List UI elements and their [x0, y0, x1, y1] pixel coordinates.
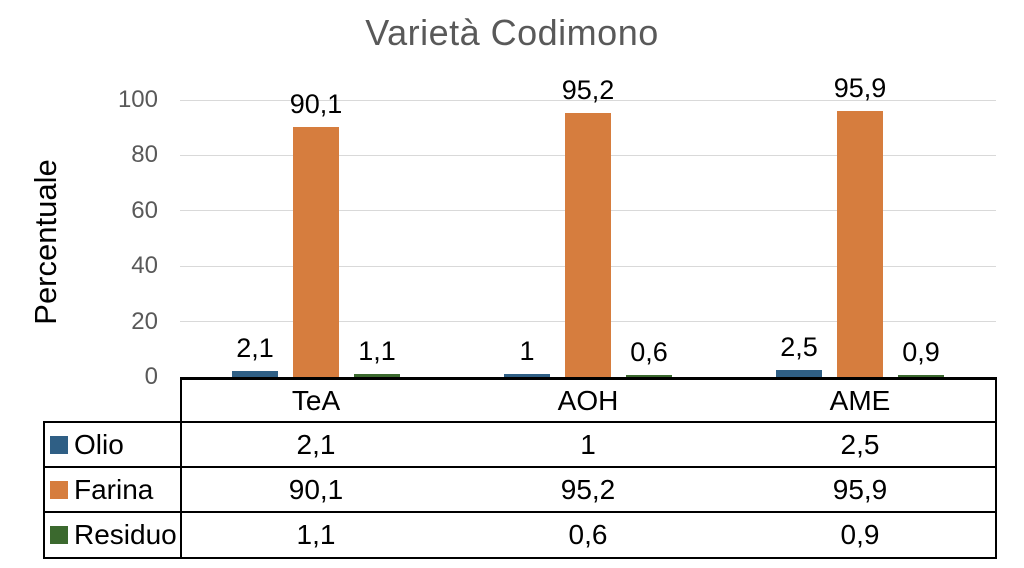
y-tick-label: 60 [131, 196, 158, 224]
data-label: 95,9 [833, 73, 887, 104]
table-cell: 0,6 [568, 519, 608, 550]
table-row-divider [43, 421, 997, 423]
table-right-border [995, 377, 997, 559]
table-cell: 2,1 [296, 429, 336, 460]
series-name: Farina [74, 474, 154, 505]
category-label: AOH [557, 385, 619, 416]
data-label: 2,5 [780, 332, 818, 363]
table-cell: 1 [580, 429, 596, 460]
bar-olio-ame [776, 370, 822, 377]
data-label: 0,6 [630, 337, 668, 367]
y-tick-label: 100 [117, 86, 158, 113]
table-cell: 2,5 [840, 429, 880, 460]
legend-key-residuo [50, 526, 68, 544]
series-name: Olio [74, 429, 124, 460]
gridline [180, 99, 996, 101]
bar-olio-aoh [504, 374, 550, 377]
bar-residuo-aoh [626, 375, 672, 377]
table-left-border [43, 421, 45, 559]
series-name: Residuo [74, 519, 177, 550]
table-row-divider [43, 466, 997, 468]
category-label: TeA [291, 385, 341, 416]
data-label: 2,1 [236, 333, 274, 364]
table-row-divider [43, 557, 997, 559]
legend-key-olio [50, 436, 68, 454]
x-axis-line [180, 377, 997, 380]
bar-olio-tea [232, 371, 278, 377]
table-cell: 95,9 [832, 474, 888, 505]
table-key-divider [180, 377, 182, 559]
table-cell: 90,1 [288, 474, 344, 505]
table-cell: 95,2 [560, 474, 616, 505]
data-label: 1,1 [358, 335, 396, 366]
data-label: 90,1 [289, 89, 343, 120]
legend-key-farina [50, 481, 68, 499]
category-label: AME [829, 385, 891, 416]
data-label: 0,9 [902, 336, 940, 367]
y-tick-label: 20 [131, 307, 158, 335]
bar-farina-ame [837, 111, 883, 377]
data-label: 1 [519, 336, 535, 367]
chart-title: Varietà Codimono [365, 12, 659, 53]
table-row-divider [43, 511, 997, 513]
table-cell: 0,9 [840, 519, 880, 550]
y-tick-label: 80 [131, 141, 158, 169]
bar-residuo-ame [898, 374, 944, 377]
y-tick-label: 40 [131, 252, 158, 280]
data-label: 95,2 [561, 75, 615, 106]
table-cell: 1,1 [296, 519, 336, 550]
y-tick-label: 0 [144, 363, 158, 390]
bar-farina-aoh [565, 113, 611, 377]
bar-residuo-tea [354, 373, 400, 377]
bar-farina-tea [293, 127, 339, 377]
